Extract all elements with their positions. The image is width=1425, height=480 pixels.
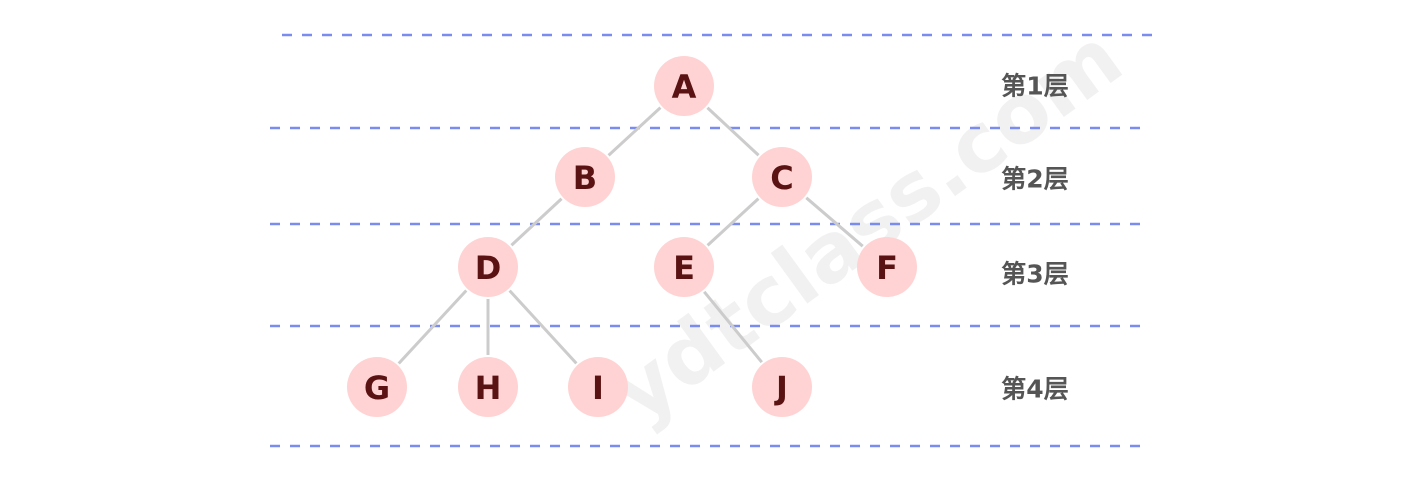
level-label-4: 第4层 (1001, 375, 1068, 404)
tree-edge-a-b (607, 106, 662, 157)
level-label-1: 第1层 (1001, 72, 1068, 101)
tree-node-a: A (654, 56, 714, 116)
tree-node-d: D (458, 237, 518, 297)
tree-node-circle (458, 237, 518, 297)
tree-node-g: G (347, 357, 407, 417)
tree-node-circle (857, 237, 917, 297)
tree-node-circle (555, 147, 615, 207)
tree-edge-d-g (397, 289, 468, 365)
tree-node-b: B (555, 147, 615, 207)
tree-node-e: E (654, 237, 714, 297)
tree-node-label: I (592, 369, 604, 407)
tree-node-circle (458, 357, 518, 417)
tree-node-circle (654, 237, 714, 297)
tree-node-label: B (573, 159, 597, 197)
tree-node-c: C (752, 147, 812, 207)
tree-edge-e-j (703, 290, 763, 364)
tree-node-f: F (857, 237, 917, 297)
tree-node-label: E (673, 249, 695, 287)
tree-edge-d-i (508, 289, 578, 365)
tree-node-circle (752, 357, 812, 417)
tree-edge-b-d (510, 197, 563, 247)
tree-node-circle (347, 357, 407, 417)
tree-node-i: I (568, 357, 628, 417)
tree-node-label: G (364, 369, 390, 407)
tree-node-label: J (774, 369, 788, 407)
tree-node-h: H (458, 357, 518, 417)
tree-edge-c-e (706, 197, 760, 247)
tree-node-label: D (475, 249, 502, 287)
level-dividers (270, 33, 1156, 448)
tree-edge-a-c (706, 106, 760, 157)
tree-nodes: A B C D E F G H I J (347, 56, 917, 417)
tree-node-label: H (475, 369, 502, 407)
tree-node-label: F (876, 249, 898, 287)
tree-edges (397, 106, 864, 365)
level-label-3: 第3层 (1001, 260, 1068, 289)
tree-node-label: A (672, 68, 697, 106)
tree-node-j: J (752, 357, 812, 417)
level-label-2: 第2层 (1001, 165, 1068, 194)
tree-node-circle (568, 357, 628, 417)
tree-node-label: C (770, 159, 793, 197)
tree-node-circle (654, 56, 714, 116)
tree-node-circle (752, 147, 812, 207)
tree-edge-c-f (805, 196, 864, 248)
